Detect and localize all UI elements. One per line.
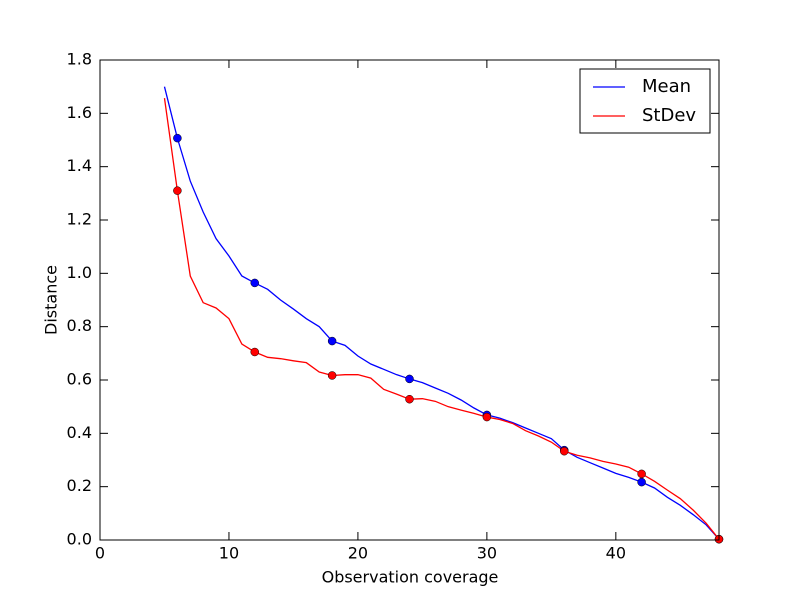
- x-tick-label: 40: [606, 544, 626, 563]
- legend-label: Mean: [642, 76, 691, 97]
- x-tick-label: 0: [95, 544, 105, 563]
- x-tick-label: 10: [219, 544, 239, 563]
- marker: [405, 394, 414, 404]
- y-tick-label: 0.6: [67, 370, 92, 389]
- marker: [250, 347, 259, 357]
- marker: [173, 133, 182, 143]
- marker: [637, 477, 646, 487]
- legend-box: [579, 68, 711, 134]
- y-tick-label: 0.8: [67, 316, 92, 335]
- marker: [482, 412, 492, 422]
- marker: [250, 278, 259, 288]
- marker: [405, 374, 414, 384]
- y-tick-label: 1.8: [67, 50, 92, 69]
- y-tick-label: 1.2: [67, 210, 92, 229]
- marker: [327, 336, 337, 346]
- y-tick-label: 0.4: [67, 423, 92, 442]
- marker: [560, 446, 569, 456]
- y-tick-label: 0.2: [67, 476, 92, 495]
- marker: [173, 186, 182, 195]
- y-tick-label: 1.6: [67, 103, 92, 122]
- marker: [637, 469, 646, 479]
- x-tick-label: 20: [348, 544, 368, 563]
- x-tick-label: 30: [477, 544, 497, 563]
- y-tick-label: 0.0: [67, 530, 92, 549]
- y-tick-label: 1.4: [67, 156, 92, 175]
- y-axis-label: Distance: [42, 265, 61, 335]
- legend-label: StDev: [642, 105, 696, 126]
- marker: [327, 371, 337, 380]
- plot-frame: [99, 59, 720, 541]
- y-tick-label: 1.0: [67, 263, 92, 282]
- x-axis-label: Observation coverage: [322, 568, 499, 587]
